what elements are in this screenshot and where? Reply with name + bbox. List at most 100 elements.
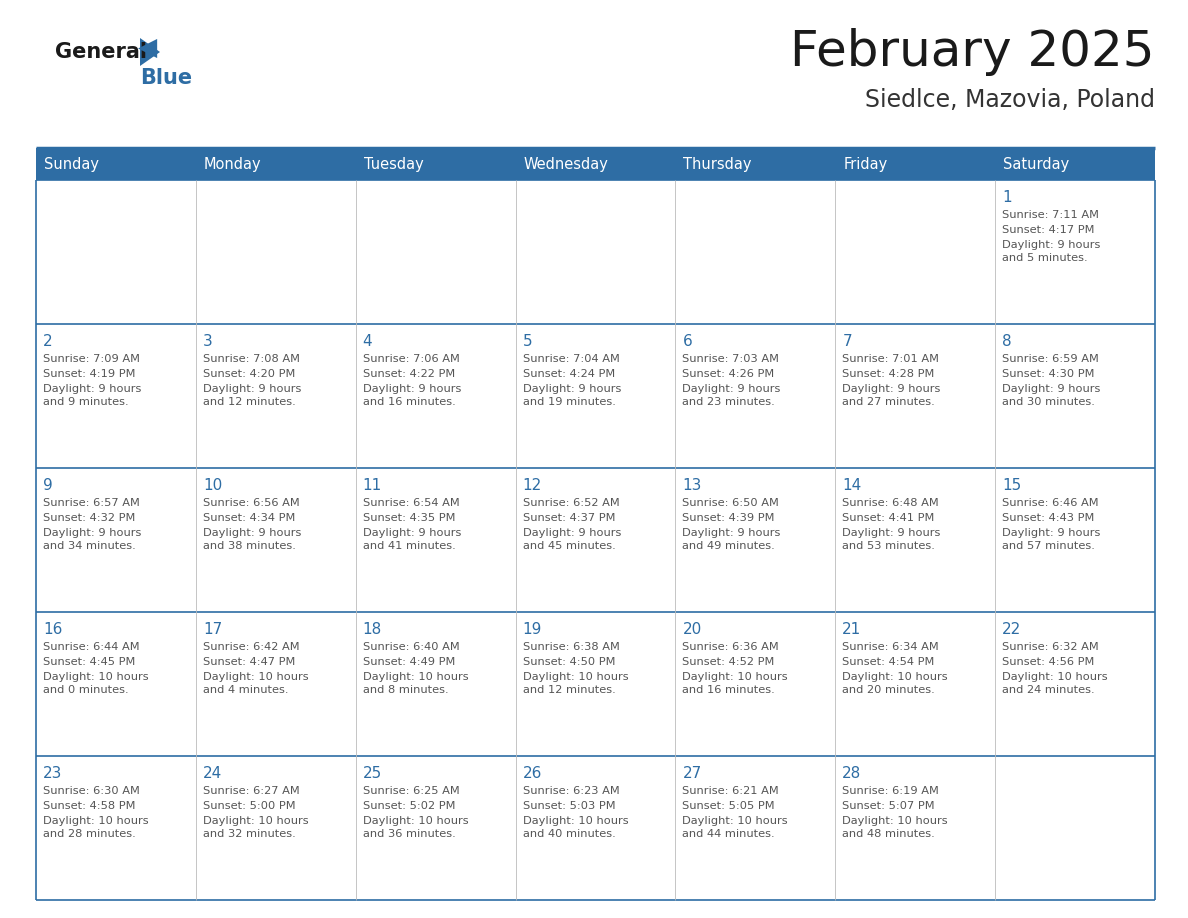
Bar (676, 612, 835, 756)
Text: 12: 12 (523, 478, 542, 493)
Text: Daylight: 9 hours
and 41 minutes.: Daylight: 9 hours and 41 minutes. (362, 528, 461, 551)
Text: Sunrise: 7:01 AM: Sunrise: 7:01 AM (842, 354, 940, 364)
Text: Sunrise: 6:57 AM: Sunrise: 6:57 AM (43, 498, 140, 508)
Text: Sunset: 4:34 PM: Sunset: 4:34 PM (203, 513, 296, 523)
Text: Sunrise: 6:48 AM: Sunrise: 6:48 AM (842, 498, 939, 508)
Text: Daylight: 10 hours
and 0 minutes.: Daylight: 10 hours and 0 minutes. (43, 672, 148, 695)
Text: Daylight: 9 hours
and 53 minutes.: Daylight: 9 hours and 53 minutes. (842, 528, 941, 551)
Text: 1: 1 (1003, 190, 1012, 205)
Text: 5: 5 (523, 334, 532, 349)
Text: Sunset: 4:32 PM: Sunset: 4:32 PM (43, 513, 135, 523)
Text: Sunset: 4:56 PM: Sunset: 4:56 PM (1003, 657, 1094, 667)
Bar (676, 468, 835, 612)
Text: Sunrise: 6:38 AM: Sunrise: 6:38 AM (523, 642, 619, 652)
Text: Sunset: 4:49 PM: Sunset: 4:49 PM (362, 657, 455, 667)
Text: 24: 24 (203, 766, 222, 781)
Bar (516, 756, 676, 900)
Text: Daylight: 9 hours
and 23 minutes.: Daylight: 9 hours and 23 minutes. (682, 384, 781, 407)
Text: Sunset: 5:07 PM: Sunset: 5:07 PM (842, 801, 935, 811)
Text: Sunset: 5:03 PM: Sunset: 5:03 PM (523, 801, 615, 811)
Text: Sunrise: 6:27 AM: Sunrise: 6:27 AM (203, 786, 299, 796)
Bar (196, 468, 355, 612)
Text: 17: 17 (203, 622, 222, 637)
Bar (36, 756, 196, 900)
Text: Daylight: 9 hours
and 9 minutes.: Daylight: 9 hours and 9 minutes. (43, 384, 141, 407)
Text: Sunset: 4:19 PM: Sunset: 4:19 PM (43, 369, 135, 379)
Bar (516, 324, 676, 468)
Bar (196, 612, 355, 756)
Bar (996, 612, 1155, 756)
Text: 28: 28 (842, 766, 861, 781)
Text: Sunset: 4:17 PM: Sunset: 4:17 PM (1003, 225, 1094, 235)
Text: Daylight: 9 hours
and 12 minutes.: Daylight: 9 hours and 12 minutes. (203, 384, 302, 407)
Bar (36, 324, 196, 468)
Text: Sunset: 4:30 PM: Sunset: 4:30 PM (1003, 369, 1094, 379)
Text: 19: 19 (523, 622, 542, 637)
Text: Wednesday: Wednesday (524, 156, 608, 172)
Bar (36, 180, 196, 324)
Text: Daylight: 10 hours
and 40 minutes.: Daylight: 10 hours and 40 minutes. (523, 816, 628, 839)
Text: 6: 6 (682, 334, 693, 349)
Text: Sunset: 4:24 PM: Sunset: 4:24 PM (523, 369, 615, 379)
Bar (835, 468, 996, 612)
Text: 21: 21 (842, 622, 861, 637)
Bar (835, 180, 996, 324)
Text: 4: 4 (362, 334, 372, 349)
Bar (835, 756, 996, 900)
Bar (355, 324, 516, 468)
Text: 25: 25 (362, 766, 383, 781)
Text: Sunset: 4:47 PM: Sunset: 4:47 PM (203, 657, 296, 667)
Text: Sunrise: 6:36 AM: Sunrise: 6:36 AM (682, 642, 779, 652)
Bar (516, 612, 676, 756)
Text: 15: 15 (1003, 478, 1022, 493)
Text: Sunset: 5:05 PM: Sunset: 5:05 PM (682, 801, 775, 811)
Text: Sunset: 4:58 PM: Sunset: 4:58 PM (43, 801, 135, 811)
Text: Sunset: 4:45 PM: Sunset: 4:45 PM (43, 657, 135, 667)
Text: Sunrise: 6:46 AM: Sunrise: 6:46 AM (1003, 498, 1099, 508)
Text: Daylight: 10 hours
and 12 minutes.: Daylight: 10 hours and 12 minutes. (523, 672, 628, 695)
Text: Daylight: 10 hours
and 36 minutes.: Daylight: 10 hours and 36 minutes. (362, 816, 468, 839)
Bar (835, 324, 996, 468)
Text: Sunday: Sunday (44, 156, 99, 172)
Text: Daylight: 9 hours
and 16 minutes.: Daylight: 9 hours and 16 minutes. (362, 384, 461, 407)
Text: Sunset: 5:02 PM: Sunset: 5:02 PM (362, 801, 455, 811)
Text: Sunrise: 6:52 AM: Sunrise: 6:52 AM (523, 498, 619, 508)
Text: Daylight: 9 hours
and 45 minutes.: Daylight: 9 hours and 45 minutes. (523, 528, 621, 551)
Text: Tuesday: Tuesday (364, 156, 423, 172)
Bar (196, 180, 355, 324)
Bar (196, 324, 355, 468)
Bar (835, 612, 996, 756)
Bar (36, 612, 196, 756)
Text: Sunrise: 7:03 AM: Sunrise: 7:03 AM (682, 354, 779, 364)
Text: Daylight: 10 hours
and 48 minutes.: Daylight: 10 hours and 48 minutes. (842, 816, 948, 839)
Bar (355, 612, 516, 756)
Text: 7: 7 (842, 334, 852, 349)
Text: 23: 23 (43, 766, 63, 781)
Bar (676, 756, 835, 900)
Text: 18: 18 (362, 622, 383, 637)
Text: Sunrise: 6:19 AM: Sunrise: 6:19 AM (842, 786, 940, 796)
Text: Sunrise: 6:54 AM: Sunrise: 6:54 AM (362, 498, 460, 508)
Text: Sunrise: 6:42 AM: Sunrise: 6:42 AM (203, 642, 299, 652)
Bar (36, 468, 196, 612)
Text: Sunrise: 6:30 AM: Sunrise: 6:30 AM (43, 786, 140, 796)
Bar (996, 756, 1155, 900)
Text: Daylight: 9 hours
and 34 minutes.: Daylight: 9 hours and 34 minutes. (43, 528, 141, 551)
Text: Sunrise: 7:11 AM: Sunrise: 7:11 AM (1003, 210, 1099, 220)
Text: Blue: Blue (140, 68, 192, 88)
Text: Sunset: 4:35 PM: Sunset: 4:35 PM (362, 513, 455, 523)
Text: Siedlce, Mazovia, Poland: Siedlce, Mazovia, Poland (865, 88, 1155, 112)
Text: Sunrise: 6:32 AM: Sunrise: 6:32 AM (1003, 642, 1099, 652)
Text: Sunset: 5:00 PM: Sunset: 5:00 PM (203, 801, 296, 811)
Text: Daylight: 10 hours
and 20 minutes.: Daylight: 10 hours and 20 minutes. (842, 672, 948, 695)
Text: Sunrise: 6:40 AM: Sunrise: 6:40 AM (362, 642, 460, 652)
Text: Sunrise: 7:06 AM: Sunrise: 7:06 AM (362, 354, 460, 364)
Bar (196, 756, 355, 900)
Text: Sunrise: 7:09 AM: Sunrise: 7:09 AM (43, 354, 140, 364)
Bar (355, 756, 516, 900)
Text: Daylight: 9 hours
and 57 minutes.: Daylight: 9 hours and 57 minutes. (1003, 528, 1100, 551)
Text: Sunset: 4:26 PM: Sunset: 4:26 PM (682, 369, 775, 379)
Text: Daylight: 9 hours
and 30 minutes.: Daylight: 9 hours and 30 minutes. (1003, 384, 1100, 407)
Text: Daylight: 10 hours
and 28 minutes.: Daylight: 10 hours and 28 minutes. (43, 816, 148, 839)
Text: Monday: Monday (204, 156, 261, 172)
